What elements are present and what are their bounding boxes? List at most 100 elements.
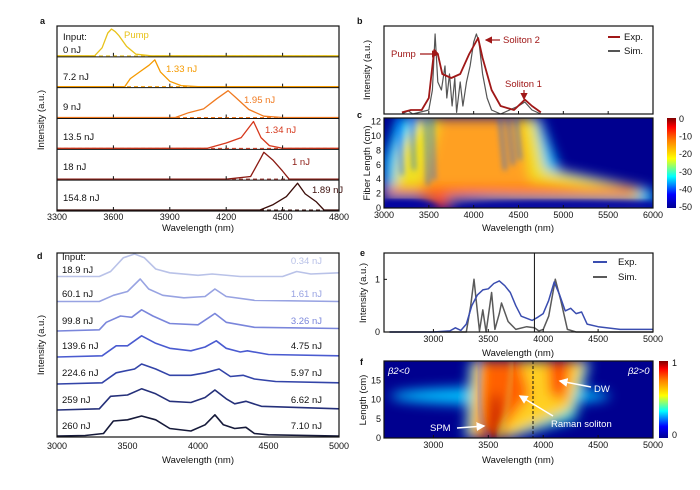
row-energy-label: 13.5 nJ (63, 132, 94, 143)
output-energy-label: 1 nJ (292, 157, 310, 168)
panel-d-xlabel: Wavelength (nm) (162, 455, 234, 466)
panel-a-xtick-label: 3900 (160, 212, 180, 222)
panel-f-ytick-label: 5 (376, 414, 381, 424)
colorbar-tick-label: -10 (679, 132, 692, 142)
raman-soliton-arrow (518, 395, 554, 417)
output-energy-label: 1.33 nJ (166, 64, 197, 75)
spm-label: SPM (430, 423, 451, 434)
panel-a-xtick-label: 4200 (216, 212, 236, 222)
panel-f-heatmap (384, 361, 653, 438)
panel-e-ylabel: Intensity (a.u.) (358, 263, 369, 323)
legend-sim-label: Sim. (618, 272, 637, 283)
spectrum-5 (56, 387, 340, 411)
spm-arrow (456, 422, 486, 432)
legend-sim-label: Sim. (624, 46, 643, 57)
panel-c-ylabel: Fiber Length (cm) (362, 126, 373, 201)
colorbar-tick-label: -40 (679, 184, 692, 194)
panel-c-xtick-label: 5500 (598, 210, 618, 220)
soliton-1-label: Soliton 1 (505, 79, 542, 90)
panel-letter-e: e (360, 248, 365, 258)
legend-exp-label: Exp. (618, 257, 637, 268)
output-energy-label: 1.61 nJ (291, 289, 322, 300)
panel-letter-a: a (40, 16, 46, 26)
panel-b-ylabel: Intensity (a.u.) (362, 40, 373, 100)
panel-f-axes: 3000 3500 4000 4500 5000 0 5 10 15 (371, 375, 663, 450)
spectrum-4 (56, 363, 340, 385)
input-energy-label: 139.6 nJ (62, 341, 99, 352)
colorbar-tick-label: 0 (672, 430, 677, 440)
dw-label: DW (594, 384, 610, 395)
panel-b-spectrum-comparison (383, 25, 654, 115)
row-energy-label: 0 nJ (63, 45, 81, 56)
pump-label: Pump (391, 49, 416, 60)
panel-f-colorbar (659, 361, 668, 438)
dw-arrow (558, 378, 592, 388)
panel-e-xtick-label: 3000 (423, 334, 443, 344)
row-energy-label: 9 nJ (63, 102, 81, 113)
spectrum-3 (57, 120, 339, 149)
row-energy-label: Input: (63, 32, 87, 43)
colorbar-tick-label: -50 (679, 202, 692, 212)
colorbar-tick-label: 1 (672, 358, 677, 368)
spectrum-5 (57, 182, 339, 211)
output-energy-label: 3.26 nJ (291, 316, 322, 327)
output-energy-label: 1.89 nJ (312, 185, 343, 196)
panel-c-xtick-label: 4500 (508, 210, 528, 220)
normal-dispersion-label: β2>0 (627, 366, 650, 377)
output-energy-label: 6.62 nJ (291, 395, 322, 406)
panel-c-ytick-label: 4 (376, 174, 381, 184)
output-energy-label: 1.95 nJ (244, 95, 275, 106)
panel-f-xtick-label: 4000 (533, 440, 553, 450)
panel-e-frame (383, 252, 654, 333)
panel-c-ytick-label: 12 (371, 117, 381, 127)
panel-c-colorbar (667, 118, 676, 208)
panel-a-xtick-label: 3600 (103, 212, 123, 222)
panel-letter-b: b (357, 16, 363, 26)
spectrum-4 (57, 151, 339, 180)
panel-c-xtick-label: 6000 (643, 210, 663, 220)
spectrum-sim (389, 278, 653, 333)
panel-d-frame (56, 252, 340, 438)
panel-d-xtick-label: 4500 (258, 441, 278, 451)
panel-b-legend: Exp. Sim. (608, 32, 643, 57)
spectrum-1 (57, 59, 339, 88)
colorbar-tick-label: -30 (679, 167, 692, 177)
panel-f-xtick-label: 5000 (643, 440, 663, 450)
panel-f-xlabel: Wavelength (nm) (482, 455, 554, 466)
output-energy-label: 1.34 nJ (265, 125, 296, 136)
panel-c-ytick-label: 0 (376, 203, 381, 213)
spectrum-0 (57, 28, 339, 57)
panel-e-xtick-label: 4500 (588, 334, 608, 344)
spectrum-1 (57, 278, 340, 303)
panel-letter-c: c (357, 110, 362, 120)
panel-a-xtick-label: 4800 (329, 212, 349, 222)
output-energy-label: 5.97 nJ (291, 368, 322, 379)
panel-c-ytick-label: 6 (376, 160, 381, 170)
panel-d-ylabel: Intensity (a.u.) (36, 315, 47, 375)
output-energy-label: 0.34 nJ (291, 256, 322, 267)
panel-f-annotations: β2<0 β2>0 DW Raman soliton SPM (387, 366, 650, 434)
panel-f-ytick-label: 10 (371, 395, 381, 405)
panel-b-annotations: Pump Soliton 2 Soliton 1 (391, 35, 542, 101)
panel-c-xtick-label: 3500 (419, 210, 439, 220)
pump-annotation: Pump (124, 30, 149, 41)
spectrum-2 (56, 308, 340, 332)
panel-f-xtick-label: 4500 (588, 440, 608, 450)
input-energy-label: 60.1 nJ (62, 289, 93, 300)
soliton-2-label: Soliton 2 (503, 35, 540, 46)
anomalous-dispersion-label: β2<0 (387, 366, 410, 377)
input-energy-label: 260 nJ (62, 421, 91, 432)
panel-a-xtick-label: 3300 (47, 212, 67, 222)
row-energy-label: 7.2 nJ (63, 72, 89, 83)
input-energy-label: 18.9 nJ (62, 265, 93, 276)
raman-soliton-label: Raman soliton (551, 419, 612, 430)
panel-d-xtick-label: 3500 (117, 441, 137, 451)
spectrum-0 (57, 253, 340, 278)
spectrum-Exp. (401, 37, 542, 114)
spectrum-exp (389, 280, 653, 333)
spectrum-3 (56, 334, 340, 358)
spectrum-6 (56, 413, 340, 437)
panel-c-ytick-label: 2 (376, 189, 381, 199)
panel-d-xtick-label: 4000 (188, 441, 208, 451)
